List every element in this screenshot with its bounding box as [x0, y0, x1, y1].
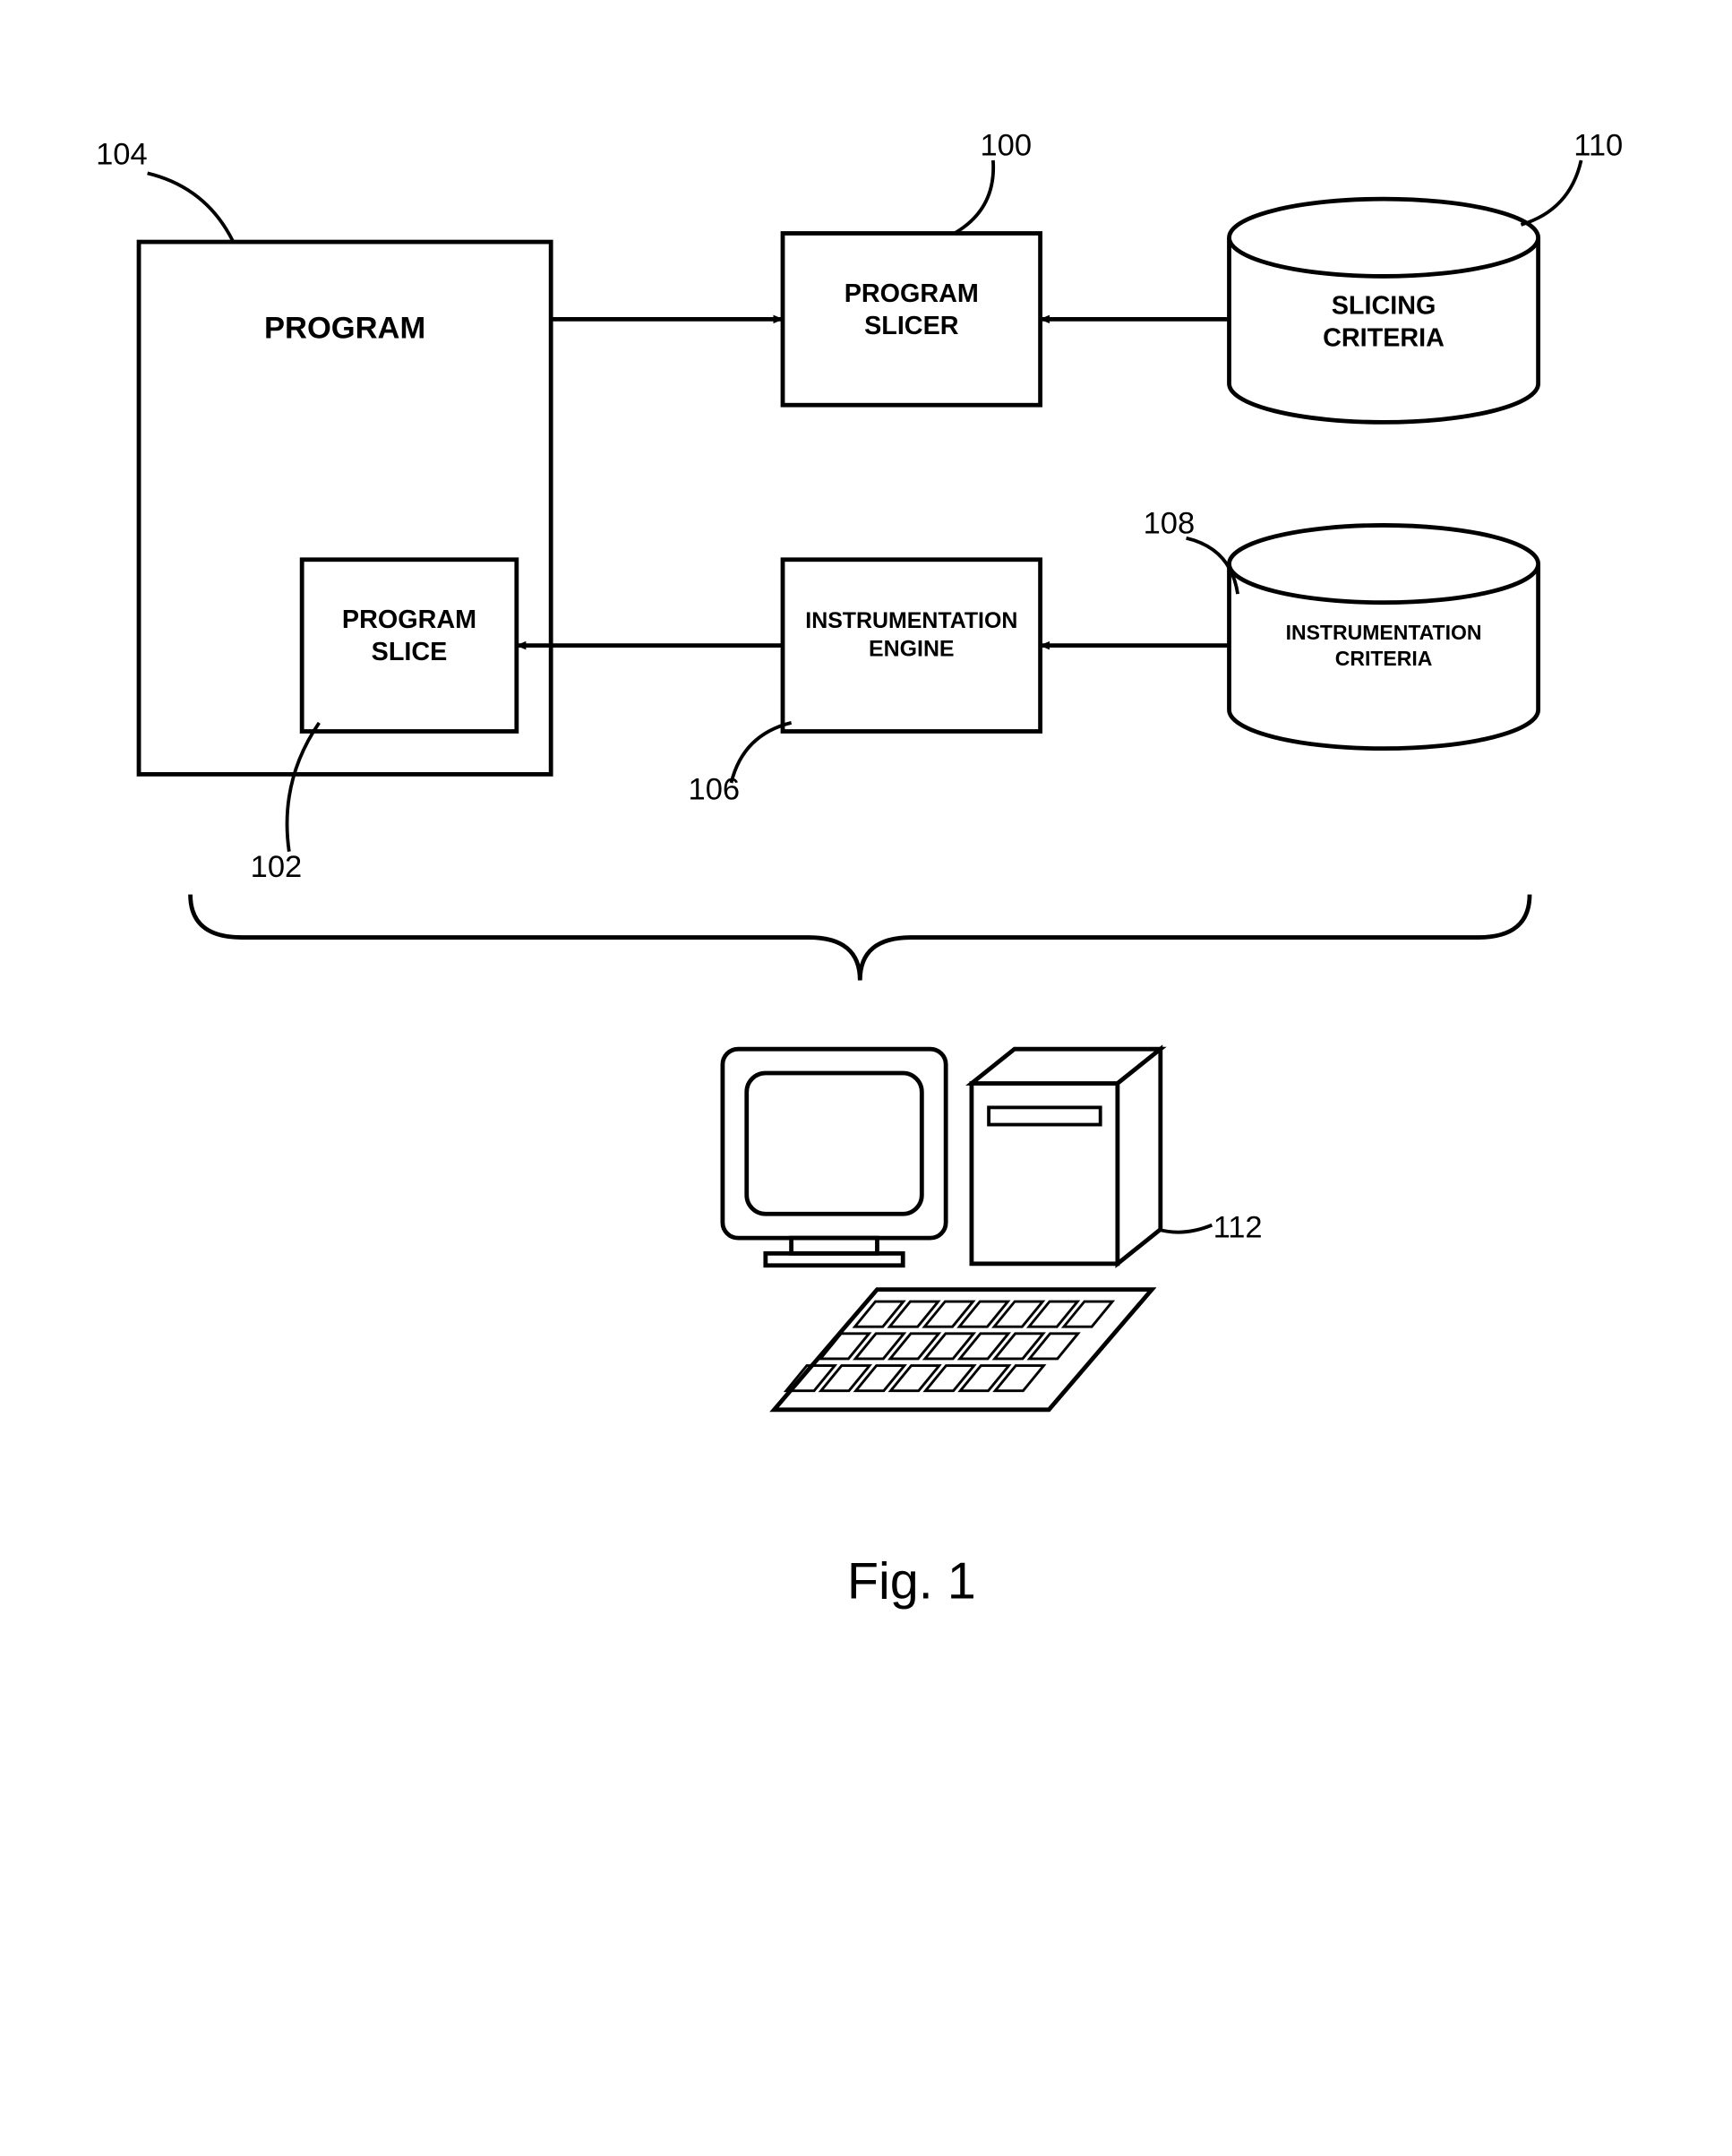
ref-112: 112 — [1213, 1211, 1263, 1245]
ref-104: 104 — [96, 137, 148, 171]
svg-text:PROGRAM: PROGRAM — [342, 606, 476, 634]
svg-text:SLICE: SLICE — [372, 638, 448, 666]
lead-r100 — [955, 160, 993, 233]
svg-text:SLICER: SLICER — [864, 312, 959, 340]
svg-text:PROGRAM: PROGRAM — [264, 312, 425, 346]
figure-label: Fig. 1 — [847, 1553, 976, 1611]
lead-r110 — [1521, 160, 1581, 225]
svg-text:INSTRUMENTATION: INSTRUMENTATION — [805, 608, 1017, 633]
svg-text:ENGINE: ENGINE — [869, 636, 955, 661]
svg-text:INSTRUMENTATION: INSTRUMENTATION — [1286, 621, 1482, 644]
svg-text:CRITERIA: CRITERIA — [1323, 324, 1445, 353]
ref-110: 110 — [1573, 129, 1623, 163]
computer-icon — [723, 1049, 1161, 1410]
ref-102: 102 — [251, 850, 303, 884]
svg-text:CRITERIA: CRITERIA — [1335, 647, 1433, 670]
ref-100: 100 — [980, 129, 1032, 163]
lead-r104 — [148, 173, 234, 242]
svg-text:PROGRAM: PROGRAM — [845, 279, 979, 308]
curly-brace — [191, 895, 1530, 981]
lead-r102 — [287, 723, 320, 852]
ref-108: 108 — [1144, 507, 1196, 541]
ref-106: 106 — [689, 773, 741, 807]
svg-text:SLICING: SLICING — [1332, 292, 1436, 321]
